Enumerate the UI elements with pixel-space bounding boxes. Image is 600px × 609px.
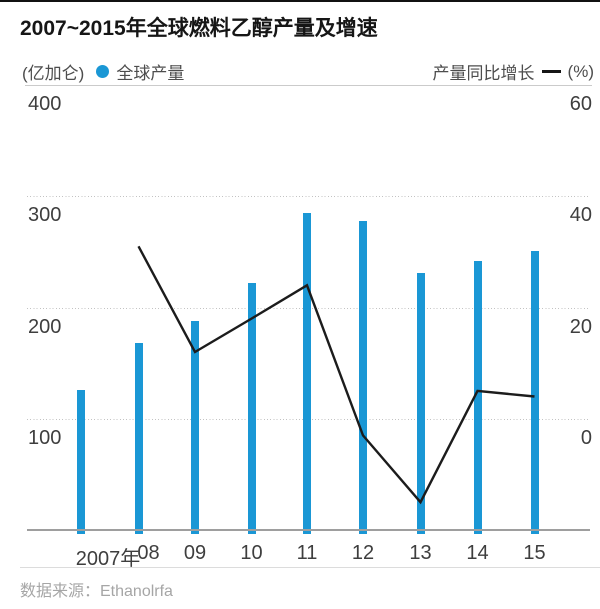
right-axis-unit: (%)	[567, 61, 594, 81]
gridline-300	[27, 196, 590, 198]
legend-right: 产量同比增长 (%)	[433, 59, 594, 84]
x-axis-label-13: 13	[409, 542, 432, 564]
bar-10	[247, 283, 256, 534]
bar-08	[134, 343, 143, 534]
top-border	[0, 0, 600, 2]
bar-09	[191, 320, 199, 534]
line-series-label: 产量同比增长	[432, 64, 535, 83]
x-axis-label-09: 09	[183, 542, 207, 564]
y-axis-label-left: 300	[28, 204, 62, 227]
y-axis-label-right: 40	[569, 204, 592, 227]
y-axis-label-right: 60	[569, 93, 592, 115]
bar-11	[303, 212, 311, 534]
bar-13	[416, 273, 425, 534]
x-axis-label-10: 10	[240, 542, 263, 564]
x-axis-label-11: 11	[296, 542, 318, 564]
y-axis-label-left: 400	[28, 93, 62, 115]
growth-line	[137, 245, 535, 505]
gridline-400	[25, 85, 592, 86]
x-axis-label-08: 08	[137, 542, 160, 564]
y-axis-label-right: 20	[569, 315, 592, 338]
x-axis-line	[27, 529, 590, 531]
bar-15	[530, 250, 539, 534]
left-axis-unit: (亿加仑)	[22, 64, 85, 83]
y-axis-label-left: 200	[28, 315, 62, 338]
x-axis-label-15: 15	[523, 542, 546, 564]
bar-12	[359, 220, 367, 534]
bar-series-label: 全球产量	[116, 64, 185, 83]
chart-title: 2007~2015年全球燃料乙醇产量及增速	[20, 17, 378, 40]
y-axis-label-left: 100	[28, 426, 62, 449]
bar-14	[473, 260, 482, 534]
x-axis-label-2007年: 2007年	[75, 548, 141, 570]
bar-series-dot-icon	[96, 65, 110, 78]
data-source: 数据来源：Ethanolrfa	[20, 583, 173, 600]
legend-left: (亿加仑) 全球产量	[22, 59, 184, 84]
bar-2007年	[77, 389, 85, 534]
footer-divider	[20, 567, 600, 568]
x-axis-label-12: 12	[351, 542, 375, 564]
x-axis-label-14: 14	[466, 542, 489, 564]
y-axis-label-right: 0	[580, 426, 592, 449]
line-series-dash-icon	[541, 70, 561, 73]
